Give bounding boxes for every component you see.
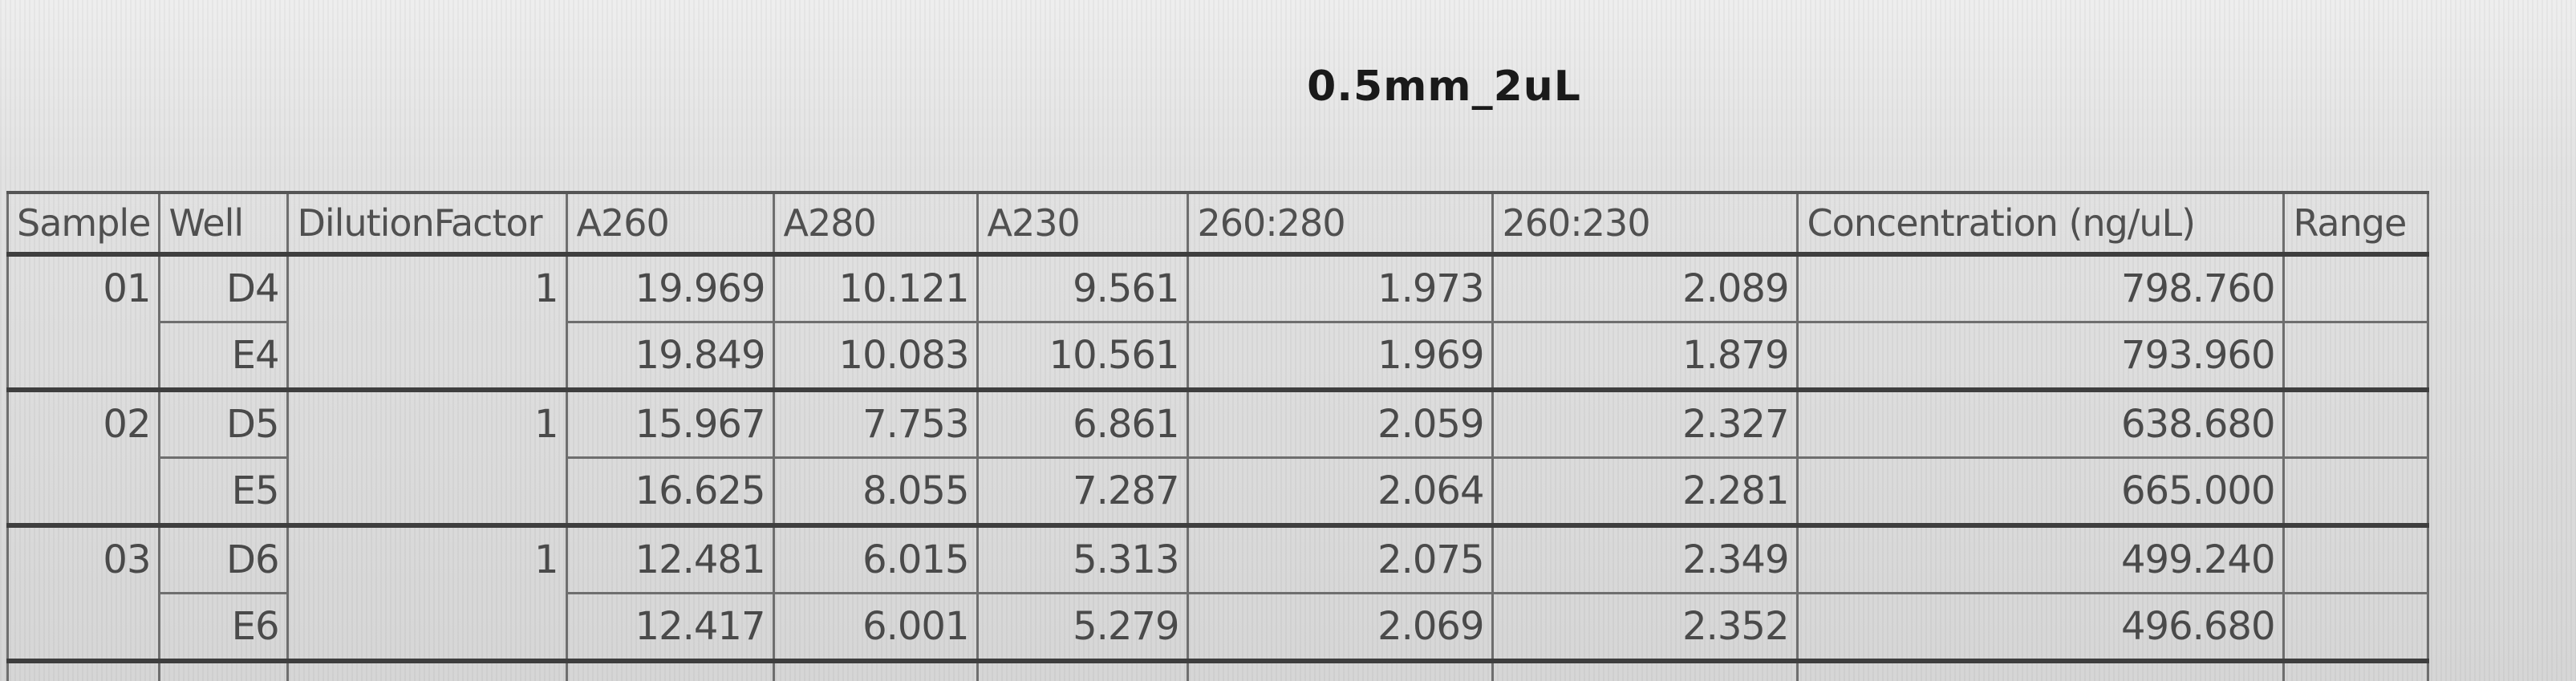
cell-concentration[interactable] [1796, 659, 2286, 681]
cell-well[interactable]: E5 [158, 456, 290, 527]
cell-concentration[interactable]: 665.000 [1796, 456, 2286, 527]
cell-a260[interactable]: 12.417 [566, 592, 776, 663]
header-range[interactable]: Range [2282, 191, 2430, 257]
cell-ratio-260-230[interactable]: 2.281 [1491, 456, 1799, 527]
header-sample[interactable]: Sample [6, 191, 161, 257]
cell-sample[interactable]: 03 [6, 523, 161, 594]
cell-ratio-260-280[interactable]: 2.075 [1187, 523, 1495, 594]
cell-well[interactable]: E6 [158, 592, 290, 663]
cell-well[interactable]: D4 [158, 252, 290, 323]
cell-dilution-factor[interactable] [286, 659, 569, 681]
cell-a280[interactable]: 6.001 [773, 592, 980, 663]
cell-range[interactable] [2282, 523, 2430, 594]
header-a230[interactable]: A230 [976, 191, 1190, 257]
table-row: E4 19.849 10.083 10.561 1.969 1.879 793.… [6, 321, 2430, 391]
cell-well[interactable]: D5 [158, 387, 290, 459]
cell-ratio-260-230[interactable]: 1.879 [1491, 321, 1799, 391]
cell-ratio-260-230[interactable]: 2.089 [1491, 252, 1799, 323]
cell-sample[interactable] [6, 659, 161, 681]
cell-sample[interactable]: 02 [6, 387, 161, 458]
cell-concentration[interactable]: 798.760 [1796, 252, 2286, 323]
cell-dilution-factor[interactable]: 1 [286, 523, 569, 594]
cell-a260[interactable]: 12.481 [566, 523, 776, 594]
cell-well[interactable]: D6 [158, 523, 290, 594]
cell-dilution-factor[interactable]: 1 [286, 252, 569, 322]
cell-a260[interactable]: 16.625 [566, 456, 776, 527]
cell-ratio-260-280[interactable]: 1.973 [1187, 252, 1495, 323]
cell-concentration[interactable]: 793.960 [1796, 321, 2286, 391]
cell-a230[interactable]: 9.561 [976, 252, 1190, 323]
header-ratio-260-230[interactable]: 260:230 [1491, 191, 1799, 257]
cell-sample[interactable] [6, 457, 161, 527]
cell-sample[interactable] [6, 593, 161, 663]
header-well[interactable]: Well [158, 191, 290, 257]
cell-ratio-260-230[interactable]: 2.352 [1491, 592, 1799, 663]
cell-a280[interactable]: 10.121 [773, 252, 980, 323]
table-row: 02 D5 1 15.967 7.753 6.861 2.059 2.327 6… [6, 387, 2430, 459]
cell-dilution-factor[interactable] [286, 593, 569, 663]
table-row: E6 12.417 6.001 5.279 2.069 2.352 496.68… [6, 592, 2430, 663]
sheet-title: 0.5mm_2uL [1307, 63, 1581, 111]
cell-range[interactable] [2282, 252, 2430, 323]
cell-ratio-260-280[interactable]: 2.059 [1187, 387, 1495, 459]
cell-range[interactable] [2282, 592, 2430, 663]
header-row: Sample Well DilutionFactor A260 A280 A23… [6, 191, 2430, 257]
cell-a230[interactable]: 5.313 [976, 523, 1190, 594]
cell-range[interactable] [2282, 456, 2430, 527]
header-a280[interactable]: A280 [773, 191, 980, 257]
cell-a280[interactable]: 8.055 [773, 456, 980, 527]
cell-a280[interactable]: 6.015 [773, 523, 980, 594]
table-row: 03 D6 1 12.481 6.015 5.313 2.075 2.349 4… [6, 523, 2430, 594]
cell-a260[interactable]: 19.969 [566, 252, 776, 323]
cell-well[interactable] [158, 659, 290, 681]
cell-ratio-260-280[interactable]: 2.064 [1187, 456, 1495, 527]
cell-a280[interactable] [773, 659, 980, 681]
cell-a280[interactable]: 7.753 [773, 387, 980, 459]
cell-a230[interactable]: 7.287 [976, 456, 1190, 527]
cell-dilution-factor[interactable] [286, 322, 569, 391]
cell-ratio-260-230[interactable]: 2.349 [1491, 523, 1799, 594]
cell-a260[interactable]: 15.967 [566, 387, 776, 459]
cell-ratio-260-230[interactable] [1491, 659, 1799, 681]
header-ratio-260-280[interactable]: 260:280 [1187, 191, 1495, 257]
cell-range[interactable] [2282, 387, 2430, 459]
cell-ratio-260-280[interactable] [1187, 659, 1495, 681]
cell-a230[interactable]: 10.561 [976, 321, 1190, 391]
cell-a230[interactable] [976, 659, 1190, 681]
cell-concentration[interactable]: 638.680 [1796, 387, 2286, 459]
cell-concentration[interactable]: 496.680 [1796, 592, 2286, 663]
cell-range[interactable] [2282, 321, 2430, 391]
cell-a230[interactable]: 5.279 [976, 592, 1190, 663]
table-row [6, 659, 2430, 681]
header-dilution-factor[interactable]: DilutionFactor [286, 191, 569, 257]
table-row: 01 D4 1 19.969 10.121 9.561 1.973 2.089 … [6, 252, 2430, 323]
cell-dilution-factor[interactable]: 1 [286, 387, 569, 458]
cell-concentration[interactable]: 499.240 [1796, 523, 2286, 594]
cell-well[interactable]: E4 [158, 321, 290, 391]
cell-range[interactable] [2282, 659, 2430, 681]
cell-a280[interactable]: 10.083 [773, 321, 980, 391]
cell-sample[interactable] [6, 322, 161, 391]
cell-ratio-260-280[interactable]: 2.069 [1187, 592, 1495, 663]
table-row: E5 16.625 8.055 7.287 2.064 2.281 665.00… [6, 456, 2430, 527]
cell-ratio-260-280[interactable]: 1.969 [1187, 321, 1495, 391]
cell-sample[interactable]: 01 [6, 252, 161, 322]
cell-a260[interactable]: 19.849 [566, 321, 776, 391]
results-table: Sample Well DilutionFactor A260 A280 A23… [6, 191, 2430, 681]
cell-a230[interactable]: 6.861 [976, 387, 1190, 459]
cell-ratio-260-230[interactable]: 2.327 [1491, 387, 1799, 459]
header-a260[interactable]: A260 [566, 191, 776, 257]
cell-dilution-factor[interactable] [286, 457, 569, 527]
header-concentration[interactable]: Concentration (ng/uL) [1796, 191, 2286, 257]
cell-a260[interactable] [566, 659, 776, 681]
